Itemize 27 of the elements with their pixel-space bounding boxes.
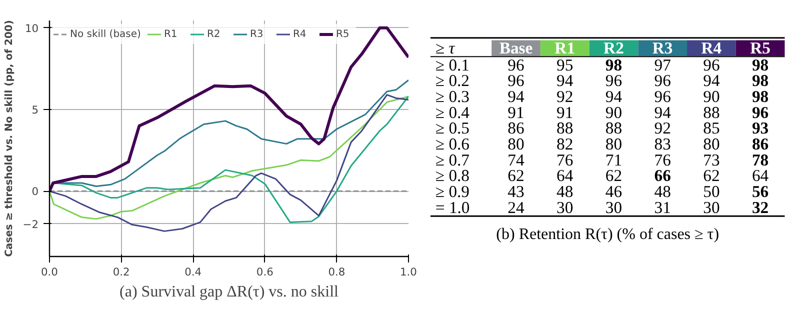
x-tick-label: R5: [750, 38, 770, 58]
x-tick-label: R3: [652, 38, 673, 58]
x-tick-label: R2: [604, 38, 624, 58]
y-tick-label: 10: [24, 22, 39, 35]
x-tick-label: R1: [554, 38, 576, 58]
x-tick-label: 0.0: [41, 266, 58, 278]
text: (a) Survival gap ΔR(τ) vs. no skill: [120, 284, 340, 300]
text: (b) Retention R(τ) (% of cases ≥ τ): [496, 226, 720, 243]
y-tick-label: −2: [22, 218, 39, 231]
x-tick-label: 0.8: [328, 266, 346, 278]
legend-label: R1: [164, 28, 178, 40]
legend-label: R4: [292, 28, 308, 40]
line-series: [50, 26, 408, 193]
x-tick-label: 1.0: [400, 266, 418, 278]
y-tick-label: 0: [32, 185, 39, 198]
x-tick-label: Base: [499, 38, 533, 58]
y-axis-title: ≥ τ: [435, 38, 456, 58]
x-tick-label: R4: [701, 38, 722, 58]
x-tick-label: 0.2: [112, 266, 130, 278]
legend-label: R3: [250, 28, 264, 40]
legend-label: R5: [336, 28, 350, 40]
y-tick-label: 5: [32, 104, 38, 117]
legend-label: No skill (base): [70, 28, 141, 40]
x-tick-label: 0.6: [256, 266, 274, 278]
legend-label: R2: [206, 28, 222, 40]
y-axis-title: Cases ≥ threshold vs. No skill (pp, of 200): [4, 20, 15, 257]
x-tick-label: 0.4: [184, 266, 202, 278]
